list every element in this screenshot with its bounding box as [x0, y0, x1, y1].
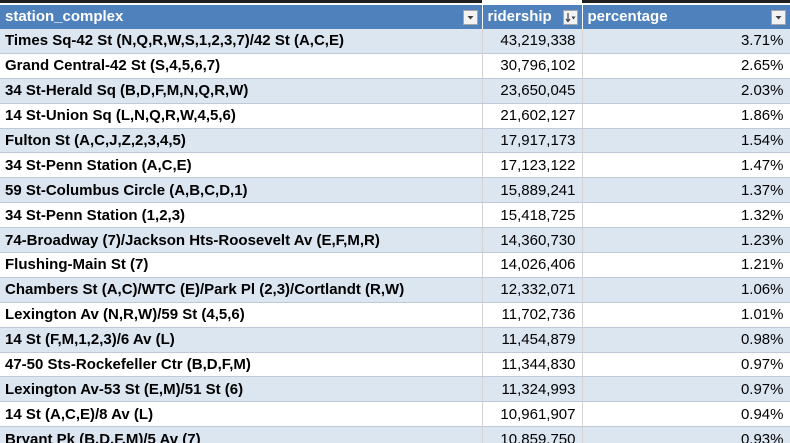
percentage-cell[interactable]: 1.54%	[582, 128, 790, 154]
ridership-cell[interactable]: 17,917,173	[482, 128, 583, 154]
top-edge-strip	[0, 0, 790, 5]
header-station-complex[interactable]: station_complex	[0, 5, 483, 29]
ridership-cell[interactable]: 23,650,045	[482, 78, 583, 104]
station-cell[interactable]: 34 St-Penn Station (A,C,E)	[0, 152, 483, 179]
percentage-cell[interactable]: 1.06%	[582, 277, 790, 303]
percentage-cell[interactable]: 1.47%	[582, 152, 790, 179]
percentage-cell[interactable]: 2.65%	[582, 53, 790, 79]
station-cell[interactable]: 34 St-Penn Station (1,2,3)	[0, 202, 483, 229]
ridership-cell[interactable]: 10,859,750	[482, 426, 583, 443]
header-ridership[interactable]: ridership	[482, 5, 583, 29]
ridership-cell[interactable]: 10,961,907	[482, 401, 583, 428]
header-row: station_complex ridership	[0, 5, 790, 29]
table-row: Fulton St (A,C,J,Z,2,3,4,5) 17,917,173 1…	[0, 128, 790, 154]
station-cell[interactable]: 14 St (F,M,1,2,3)/6 Av (L)	[0, 327, 483, 353]
ridership-cell[interactable]: 43,219,338	[482, 29, 583, 54]
table-row: Times Sq-42 St (N,Q,R,W,S,1,2,3,7)/42 St…	[0, 29, 790, 54]
ridership-cell[interactable]: 11,702,736	[482, 302, 583, 328]
table-row: 14 St-Union Sq (L,N,Q,R,W,4,5,6) 21,602,…	[0, 103, 790, 129]
percentage-cell[interactable]: 1.37%	[582, 177, 790, 204]
percentage-cell[interactable]: 2.03%	[582, 78, 790, 104]
station-cell[interactable]: 14 St (A,C,E)/8 Av (L)	[0, 401, 483, 428]
percentage-cell[interactable]: 1.21%	[582, 252, 790, 278]
percentage-cell[interactable]: 1.32%	[582, 202, 790, 229]
table-row: 34 St-Penn Station (A,C,E) 17,123,122 1.…	[0, 152, 790, 179]
table-row: Bryant Pk (B,D,F,M)/5 Av (7) 10,859,750 …	[0, 426, 790, 443]
ridership-table: station_complex ridership	[0, 5, 790, 443]
station-cell[interactable]: Lexington Av (N,R,W)/59 St (4,5,6)	[0, 302, 483, 328]
station-cell[interactable]: 34 St-Herald Sq (B,D,F,M,N,Q,R,W)	[0, 78, 483, 104]
percentage-cell[interactable]: 0.98%	[582, 327, 790, 353]
percentage-cell[interactable]: 0.93%	[582, 426, 790, 443]
ridership-cell[interactable]: 30,796,102	[482, 53, 583, 79]
header-station-complex-label: station_complex	[5, 8, 124, 25]
percentage-cell[interactable]: 0.97%	[582, 352, 790, 378]
dropdown-filter-icon[interactable]	[770, 10, 786, 25]
station-cell[interactable]: Bryant Pk (B,D,F,M)/5 Av (7)	[0, 426, 483, 443]
percentage-cell[interactable]: 0.94%	[582, 401, 790, 428]
station-cell[interactable]: 59 St-Columbus Circle (A,B,C,D,1)	[0, 177, 483, 204]
ridership-cell[interactable]: 11,344,830	[482, 352, 583, 378]
ridership-cell[interactable]: 15,889,241	[482, 177, 583, 204]
table-row: 47-50 Sts-Rockefeller Ctr (B,D,F,M) 11,3…	[0, 352, 790, 378]
table-row: 34 St-Penn Station (1,2,3) 15,418,725 1.…	[0, 202, 790, 229]
header-percentage-label: percentage	[587, 8, 668, 25]
ridership-cell[interactable]: 12,332,071	[482, 277, 583, 303]
ridership-cell[interactable]: 15,418,725	[482, 202, 583, 229]
station-cell[interactable]: 47-50 Sts-Rockefeller Ctr (B,D,F,M)	[0, 352, 483, 378]
table-row: Chambers St (A,C)/WTC (E)/Park Pl (2,3)/…	[0, 277, 790, 303]
table-row: 59 St-Columbus Circle (A,B,C,D,1) 15,889…	[0, 177, 790, 204]
station-cell[interactable]: Fulton St (A,C,J,Z,2,3,4,5)	[0, 128, 483, 154]
ridership-cell[interactable]: 14,026,406	[482, 252, 583, 278]
ridership-cell[interactable]: 11,454,879	[482, 327, 583, 353]
ridership-cell[interactable]: 14,360,730	[482, 227, 583, 254]
sort-descending-filter-icon[interactable]	[562, 10, 578, 25]
station-cell[interactable]: Chambers St (A,C)/WTC (E)/Park Pl (2,3)/…	[0, 277, 483, 303]
table-row: Flushing-Main St (7) 14,026,406 1.21%	[0, 252, 790, 278]
table-row: Grand Central-42 St (S,4,5,6,7) 30,796,1…	[0, 53, 790, 79]
station-cell[interactable]: Grand Central-42 St (S,4,5,6,7)	[0, 53, 483, 79]
percentage-cell[interactable]: 0.97%	[582, 376, 790, 403]
station-cell[interactable]: Lexington Av-53 St (E,M)/51 St (6)	[0, 376, 483, 403]
percentage-cell[interactable]: 1.86%	[582, 103, 790, 129]
table-row: 74-Broadway (7)/Jackson Hts-Roosevelt Av…	[0, 227, 790, 254]
table-row: 14 St (A,C,E)/8 Av (L) 10,961,907 0.94%	[0, 401, 790, 428]
header-percentage[interactable]: percentage	[582, 5, 790, 29]
table-row: Lexington Av-53 St (E,M)/51 St (6) 11,32…	[0, 376, 790, 403]
ridership-cell[interactable]: 17,123,122	[482, 152, 583, 179]
table-row: 14 St (F,M,1,2,3)/6 Av (L) 11,454,879 0.…	[0, 327, 790, 353]
percentage-cell[interactable]: 1.01%	[582, 302, 790, 328]
ridership-cell[interactable]: 21,602,127	[482, 103, 583, 129]
table-row: 34 St-Herald Sq (B,D,F,M,N,Q,R,W) 23,650…	[0, 78, 790, 104]
header-ridership-label: ridership	[487, 8, 552, 25]
percentage-cell[interactable]: 1.23%	[582, 227, 790, 254]
station-cell[interactable]: 74-Broadway (7)/Jackson Hts-Roosevelt Av…	[0, 227, 483, 254]
table-row: Lexington Av (N,R,W)/59 St (4,5,6) 11,70…	[0, 302, 790, 328]
ridership-cell[interactable]: 11,324,993	[482, 376, 583, 403]
station-cell[interactable]: Flushing-Main St (7)	[0, 252, 483, 278]
station-cell[interactable]: 14 St-Union Sq (L,N,Q,R,W,4,5,6)	[0, 103, 483, 129]
dropdown-filter-icon[interactable]	[462, 10, 478, 25]
station-cell[interactable]: Times Sq-42 St (N,Q,R,W,S,1,2,3,7)/42 St…	[0, 29, 483, 54]
percentage-cell[interactable]: 3.71%	[582, 29, 790, 54]
